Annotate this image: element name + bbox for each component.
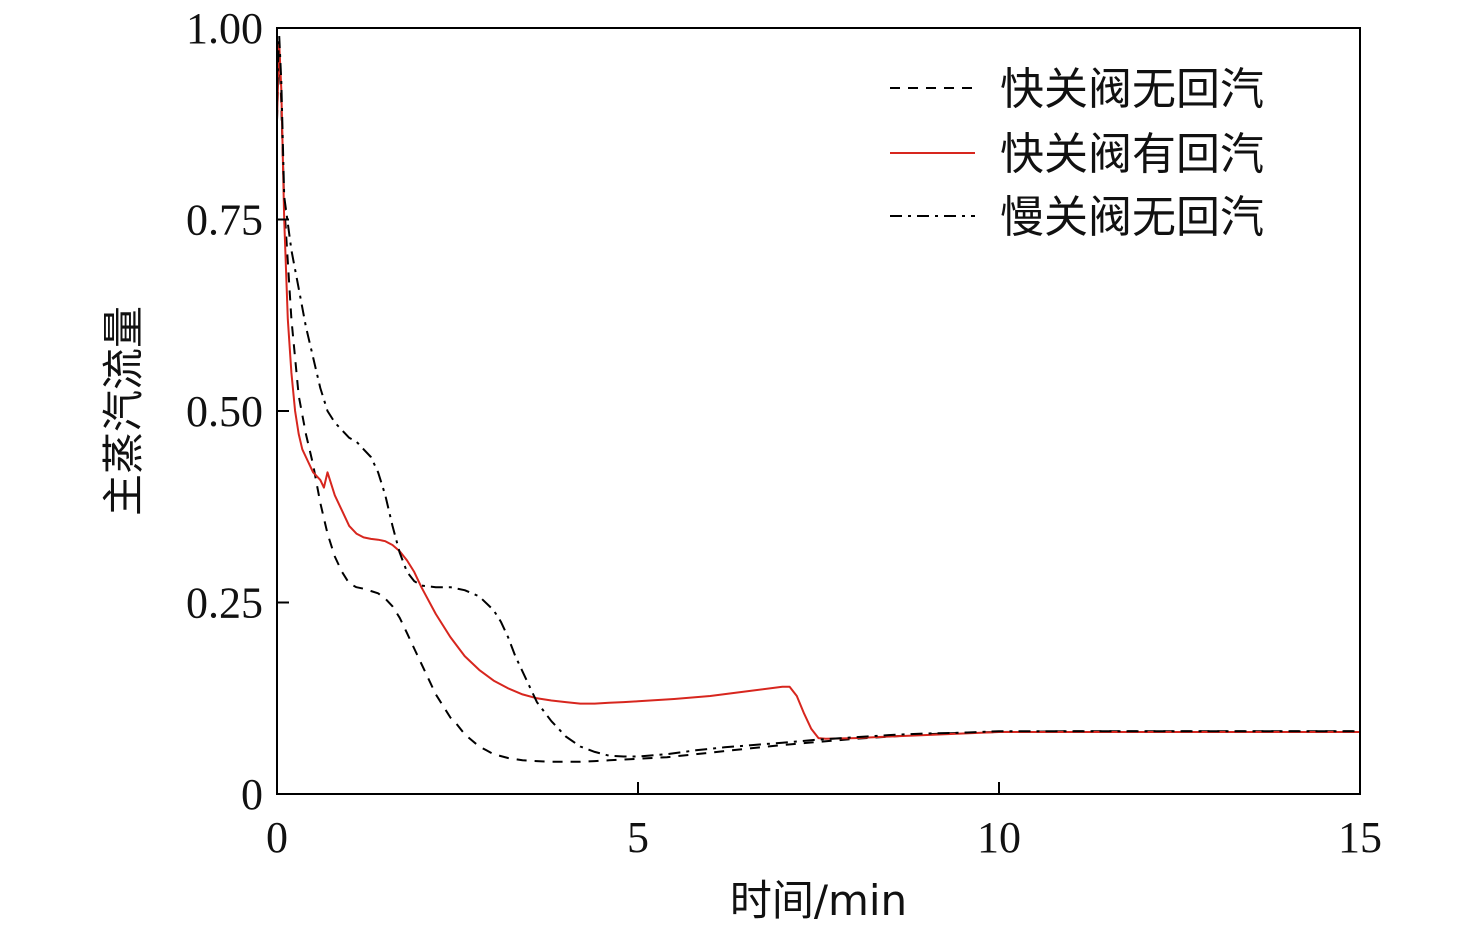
x-axis-title: 时间/min — [730, 876, 907, 925]
x-tick-label: 15 — [1338, 813, 1382, 862]
y-tick-label: 0.50 — [186, 387, 263, 436]
y-tick-label: 0.25 — [186, 579, 263, 628]
series-line-0 — [276, 42, 1360, 763]
series-line-1 — [276, 42, 1360, 740]
y-tick-label: 0.75 — [186, 196, 263, 245]
legend-label-slow-close-no-backflow: 慢关阀无回汽 — [1000, 192, 1264, 243]
legend: 快关阀无回汽 快关阀有回汽 慢关阀无回汽 — [890, 64, 1264, 243]
legend-label-fast-close-no-backflow: 快关阀无回汽 — [1000, 64, 1264, 115]
axis-ticks: 0 5 10 15 0 0.25 0.50 0.75 1.00 — [186, 4, 1382, 862]
legend-label-fast-close-with-backflow: 快关阀有回汽 — [1000, 129, 1264, 180]
y-axis-title: 主蒸汽流量 — [99, 306, 148, 516]
x-tick-label: 5 — [627, 813, 649, 862]
plot-series-group — [276, 34, 1360, 763]
y-tick-label: 0 — [241, 770, 263, 819]
y-tick-label: 1.00 — [186, 4, 263, 53]
x-tick-label: 0 — [266, 813, 288, 862]
x-tick-label: 10 — [977, 813, 1021, 862]
series-line-2 — [276, 34, 1360, 758]
